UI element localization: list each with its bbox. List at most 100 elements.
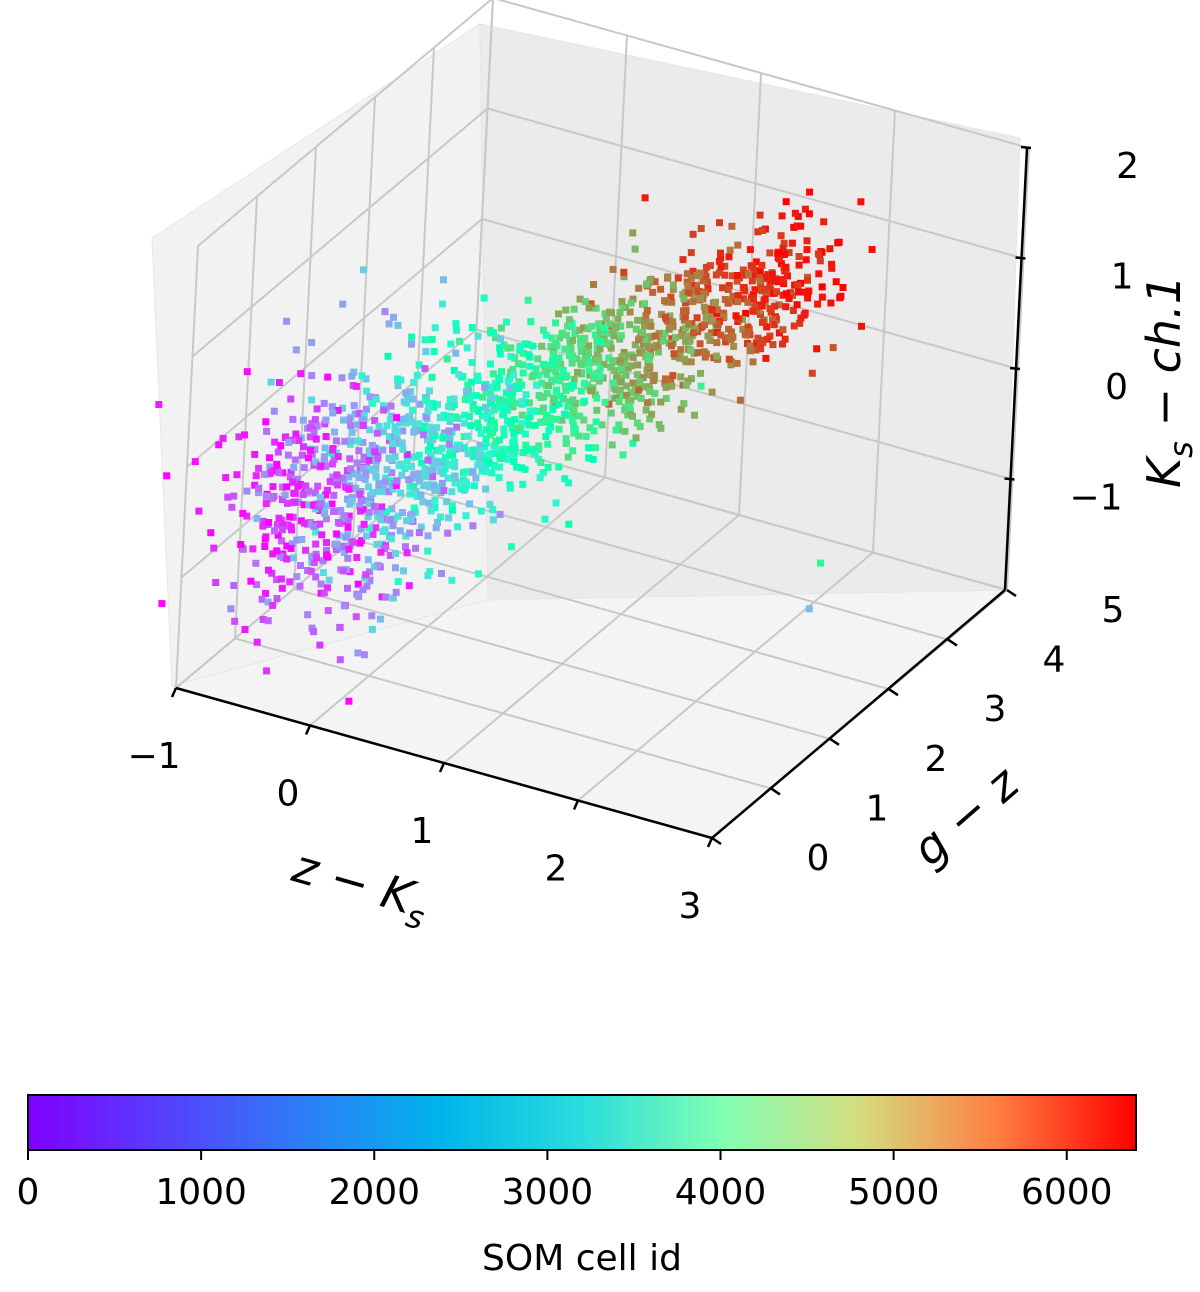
data-point xyxy=(313,422,321,430)
data-point xyxy=(420,426,428,434)
data-point xyxy=(643,280,650,288)
data-point xyxy=(565,520,573,528)
data-point xyxy=(368,489,376,497)
data-point xyxy=(712,271,720,279)
data-point xyxy=(797,222,805,230)
data-point xyxy=(304,567,312,574)
data-point xyxy=(593,349,601,357)
data-point xyxy=(790,322,798,330)
data-point xyxy=(397,489,405,497)
data-point xyxy=(399,427,407,435)
data-point xyxy=(389,594,397,602)
data-point xyxy=(614,315,622,323)
data-point xyxy=(555,463,563,471)
data-point xyxy=(642,406,650,414)
data-point xyxy=(644,370,652,378)
data-point xyxy=(346,568,354,576)
data-point xyxy=(306,433,314,441)
data-point xyxy=(357,525,365,533)
data-point xyxy=(283,317,291,325)
data-point xyxy=(415,451,423,459)
data-point xyxy=(576,295,584,303)
data-point xyxy=(739,316,747,324)
data-point xyxy=(241,626,249,633)
data-point xyxy=(655,421,663,429)
grid-line xyxy=(487,107,1024,260)
data-point xyxy=(584,325,592,333)
data-point xyxy=(425,387,433,395)
data-point xyxy=(645,358,653,366)
data-point xyxy=(649,288,657,296)
data-point xyxy=(758,302,766,310)
data-point xyxy=(569,447,577,455)
data-point xyxy=(775,301,783,309)
data-point xyxy=(251,450,259,458)
data-point xyxy=(655,329,663,337)
data-point xyxy=(408,510,416,518)
data-point xyxy=(671,334,679,341)
data-point xyxy=(717,249,724,257)
data-point xyxy=(407,388,414,396)
data-point xyxy=(682,299,689,307)
data-point xyxy=(570,375,578,383)
data-point xyxy=(629,412,636,420)
data-point xyxy=(370,503,378,510)
data-point xyxy=(590,427,598,435)
data-point xyxy=(621,406,629,414)
y-tick xyxy=(888,688,899,697)
data-point xyxy=(376,487,384,495)
data-point xyxy=(266,469,274,477)
data-point xyxy=(596,365,604,373)
data-point xyxy=(420,482,428,490)
data-point xyxy=(413,493,421,500)
data-point xyxy=(310,628,318,636)
data-point xyxy=(255,489,262,497)
data-point xyxy=(772,288,780,296)
data-point xyxy=(388,535,396,543)
data-point xyxy=(305,487,313,495)
data-point xyxy=(477,430,485,437)
data-point xyxy=(587,300,595,308)
data-point xyxy=(291,456,299,464)
data-point xyxy=(589,455,597,463)
data-point xyxy=(699,277,707,285)
data-point xyxy=(510,429,518,436)
data-point xyxy=(584,359,592,367)
data-point xyxy=(359,464,367,472)
data-point xyxy=(191,458,199,466)
data-point xyxy=(629,353,637,361)
data-point xyxy=(230,582,238,589)
data-point xyxy=(521,465,529,473)
data-point xyxy=(345,545,353,553)
data-point xyxy=(667,293,675,301)
data-point xyxy=(409,406,416,414)
data-point xyxy=(517,419,525,427)
data-point xyxy=(390,313,397,321)
data-point xyxy=(277,575,285,583)
data-point xyxy=(365,456,373,464)
data-point xyxy=(304,611,312,619)
data-point xyxy=(834,239,842,247)
data-point xyxy=(308,451,316,459)
data-point xyxy=(297,370,305,378)
data-point xyxy=(751,271,759,278)
data-point xyxy=(321,444,329,452)
data-point xyxy=(521,340,529,348)
data-point xyxy=(646,415,654,423)
data-point xyxy=(644,343,652,351)
data-point xyxy=(394,375,402,383)
data-point xyxy=(646,387,654,395)
data-point xyxy=(461,483,469,491)
data-point xyxy=(374,561,382,569)
data-point xyxy=(316,520,324,528)
x-tick xyxy=(304,724,312,736)
data-point xyxy=(564,403,572,411)
data-point xyxy=(691,411,698,419)
data-point xyxy=(715,257,723,265)
data-point xyxy=(702,313,710,321)
data-point xyxy=(448,576,456,584)
data-point xyxy=(761,285,769,293)
data-point xyxy=(336,656,344,664)
data-point xyxy=(450,395,458,403)
data-point xyxy=(592,356,600,364)
